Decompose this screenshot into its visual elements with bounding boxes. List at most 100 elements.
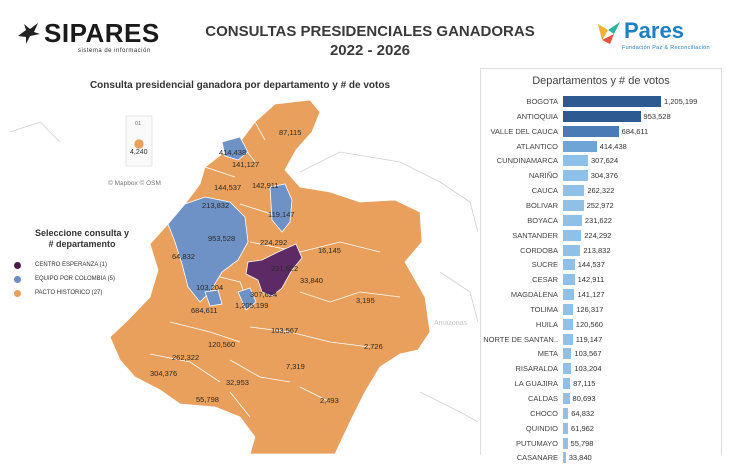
bar-value-label: 304,376 — [590, 171, 618, 181]
bar-value-label: 103,567 — [574, 349, 602, 359]
bar[interactable] — [563, 318, 573, 330]
bar[interactable] — [563, 110, 641, 122]
bar-row[interactable]: CHOCO 64,832 — [481, 407, 721, 421]
bar[interactable] — [563, 363, 572, 375]
map-label: 33,840 — [300, 276, 323, 285]
bar-row[interactable]: HUILA 120,560 — [481, 318, 721, 332]
bar[interactable] — [563, 155, 588, 167]
bar[interactable] — [563, 407, 569, 419]
bar-row[interactable]: CESAR 142,911 — [481, 273, 721, 287]
bar-category-label: CUNDINAMARCA — [496, 156, 558, 166]
bar-row[interactable]: NORTE DE SANTAN.. 119,147 — [481, 333, 721, 347]
bar-row[interactable]: BOLIVAR 252,972 — [481, 199, 721, 213]
region-atlantico[interactable] — [221, 136, 249, 161]
bar[interactable] — [563, 274, 575, 286]
map-label: 304,376 — [150, 369, 178, 378]
bar-row[interactable]: CASANARE 33,840 — [481, 451, 721, 465]
map-label: 231,622 — [271, 264, 299, 273]
bar-value-label: 61,962 — [571, 423, 594, 433]
island-number: 01 — [135, 121, 142, 127]
bar-category-label: BOGOTA — [526, 97, 558, 106]
bar-row[interactable]: PUTUMAYO 55,798 — [481, 437, 721, 451]
bar-row[interactable]: MAGDALENA 141,127 — [481, 288, 721, 302]
bar[interactable] — [563, 348, 572, 360]
bar[interactable] — [563, 437, 568, 449]
bar[interactable] — [563, 393, 570, 404]
bar[interactable] — [563, 452, 566, 464]
legend-item-equipo[interactable]: EQUIPO POR COLOMBIA (5) — [14, 272, 152, 286]
map-label: 414,438 — [219, 148, 247, 157]
bar-row[interactable]: NARIÑO 304,376 — [481, 169, 721, 183]
bar-value-label: 414,438 — [599, 141, 627, 151]
legend-item-centro[interactable]: CENTRO ESPERANZA (1) — [14, 258, 152, 272]
bar[interactable] — [563, 199, 584, 211]
bar[interactable] — [563, 303, 574, 315]
bar-row[interactable]: CORDOBA 213,832 — [481, 244, 721, 258]
bar-value-label: 141,127 — [577, 290, 605, 300]
bar-row[interactable]: CUNDINAMARCA 307,624 — [481, 154, 721, 168]
bar[interactable] — [563, 185, 585, 197]
bar[interactable] — [563, 422, 569, 434]
bar-row[interactable]: META 103,567 — [481, 347, 721, 361]
bar[interactable] — [563, 140, 597, 152]
bar-row[interactable]: CAUCA 262,322 — [481, 184, 721, 198]
bar[interactable] — [563, 96, 661, 107]
map-label: 2,493 — [320, 396, 339, 405]
bar-category-label: META — [537, 349, 558, 359]
region-risaralda[interactable] — [204, 289, 223, 307]
map-label: 307,624 — [250, 290, 278, 299]
legend: Seleccione consulta y # departamento CEN… — [12, 228, 152, 300]
bar-category-label: HUILA — [535, 319, 558, 329]
map-label: 213,832 — [202, 201, 230, 210]
bar[interactable] — [563, 333, 573, 345]
bar-value-label: 252,972 — [586, 200, 614, 210]
bar-row[interactable]: CALDAS 80,693 — [481, 392, 721, 406]
bar-category-label: VALLE DEL CAUCA — [490, 126, 558, 136]
bar-value-label: 103,204 — [574, 364, 602, 374]
bar-row[interactable]: SUCRE 144,537 — [481, 258, 721, 272]
bar-row[interactable]: BOGOTA 1,205,199 — [481, 95, 721, 109]
legend-item-pacto[interactable]: PACTO HISTORICO (27) — [14, 286, 152, 300]
bar[interactable] — [563, 244, 581, 256]
region-boyaca[interactable] — [245, 243, 303, 297]
bar[interactable] — [563, 214, 582, 226]
bar[interactable] — [563, 259, 575, 271]
bar-value-label: 55,798 — [570, 438, 594, 448]
bar-row[interactable]: VALLE DEL CAUCA 684,611 — [481, 125, 721, 139]
map-label: 7,319 — [286, 362, 305, 371]
bar-row[interactable]: SANTANDER 224,292 — [481, 229, 721, 243]
bar-value-label: 119,147 — [575, 334, 603, 344]
colombia-map[interactable] — [0, 92, 478, 454]
legend-title-line2: # departamento — [48, 239, 116, 249]
bar-row[interactable]: ATLANTICO 414,438 — [481, 140, 721, 154]
bar-row[interactable]: TOLIMA 126,317 — [481, 303, 721, 317]
brand-left-name: SIPARES — [44, 18, 160, 48]
bar[interactable] — [563, 229, 582, 241]
bar[interactable] — [563, 170, 588, 182]
bar-row[interactable]: BOYACA 231,622 — [481, 214, 721, 228]
bar[interactable] — [563, 378, 571, 390]
bar-value-label: 144,537 — [577, 260, 605, 270]
bar-value-label: 126,317 — [576, 304, 604, 314]
brand-right-name: Pares — [624, 18, 684, 43]
bar-row[interactable]: RISARALDA 103,204 — [481, 362, 721, 376]
bar-category-label: QUINDIO — [525, 423, 558, 433]
island-marker[interactable] — [133, 138, 145, 150]
bar-value-label: 33,840 — [568, 453, 592, 463]
bar[interactable] — [563, 125, 619, 137]
region-bogota[interactable] — [237, 287, 257, 311]
map-label: 103,567 — [271, 326, 299, 335]
bar-row[interactable]: QUINDIO 61,962 — [481, 422, 721, 436]
bar[interactable] — [563, 289, 575, 301]
bar-row[interactable]: ANTIOQUIA 953,528 — [481, 110, 721, 124]
brand-right-tag: Fundación Paz & Reconciliación — [622, 45, 710, 51]
bar-row[interactable]: LA GUAJIRA 87,115 — [481, 377, 721, 391]
region-norte-santander[interactable] — [269, 183, 293, 233]
map-label: 120,560 — [208, 340, 236, 349]
bar-category-label: BOLIVAR — [526, 200, 558, 210]
bar-value-label: 953,528 — [643, 111, 671, 121]
region-antioquia[interactable] — [167, 196, 249, 303]
bar-category-label: ATLANTICO — [516, 141, 558, 151]
bar-value-label: 224,292 — [584, 230, 612, 240]
bar-category-label: SANTANDER — [512, 230, 558, 240]
